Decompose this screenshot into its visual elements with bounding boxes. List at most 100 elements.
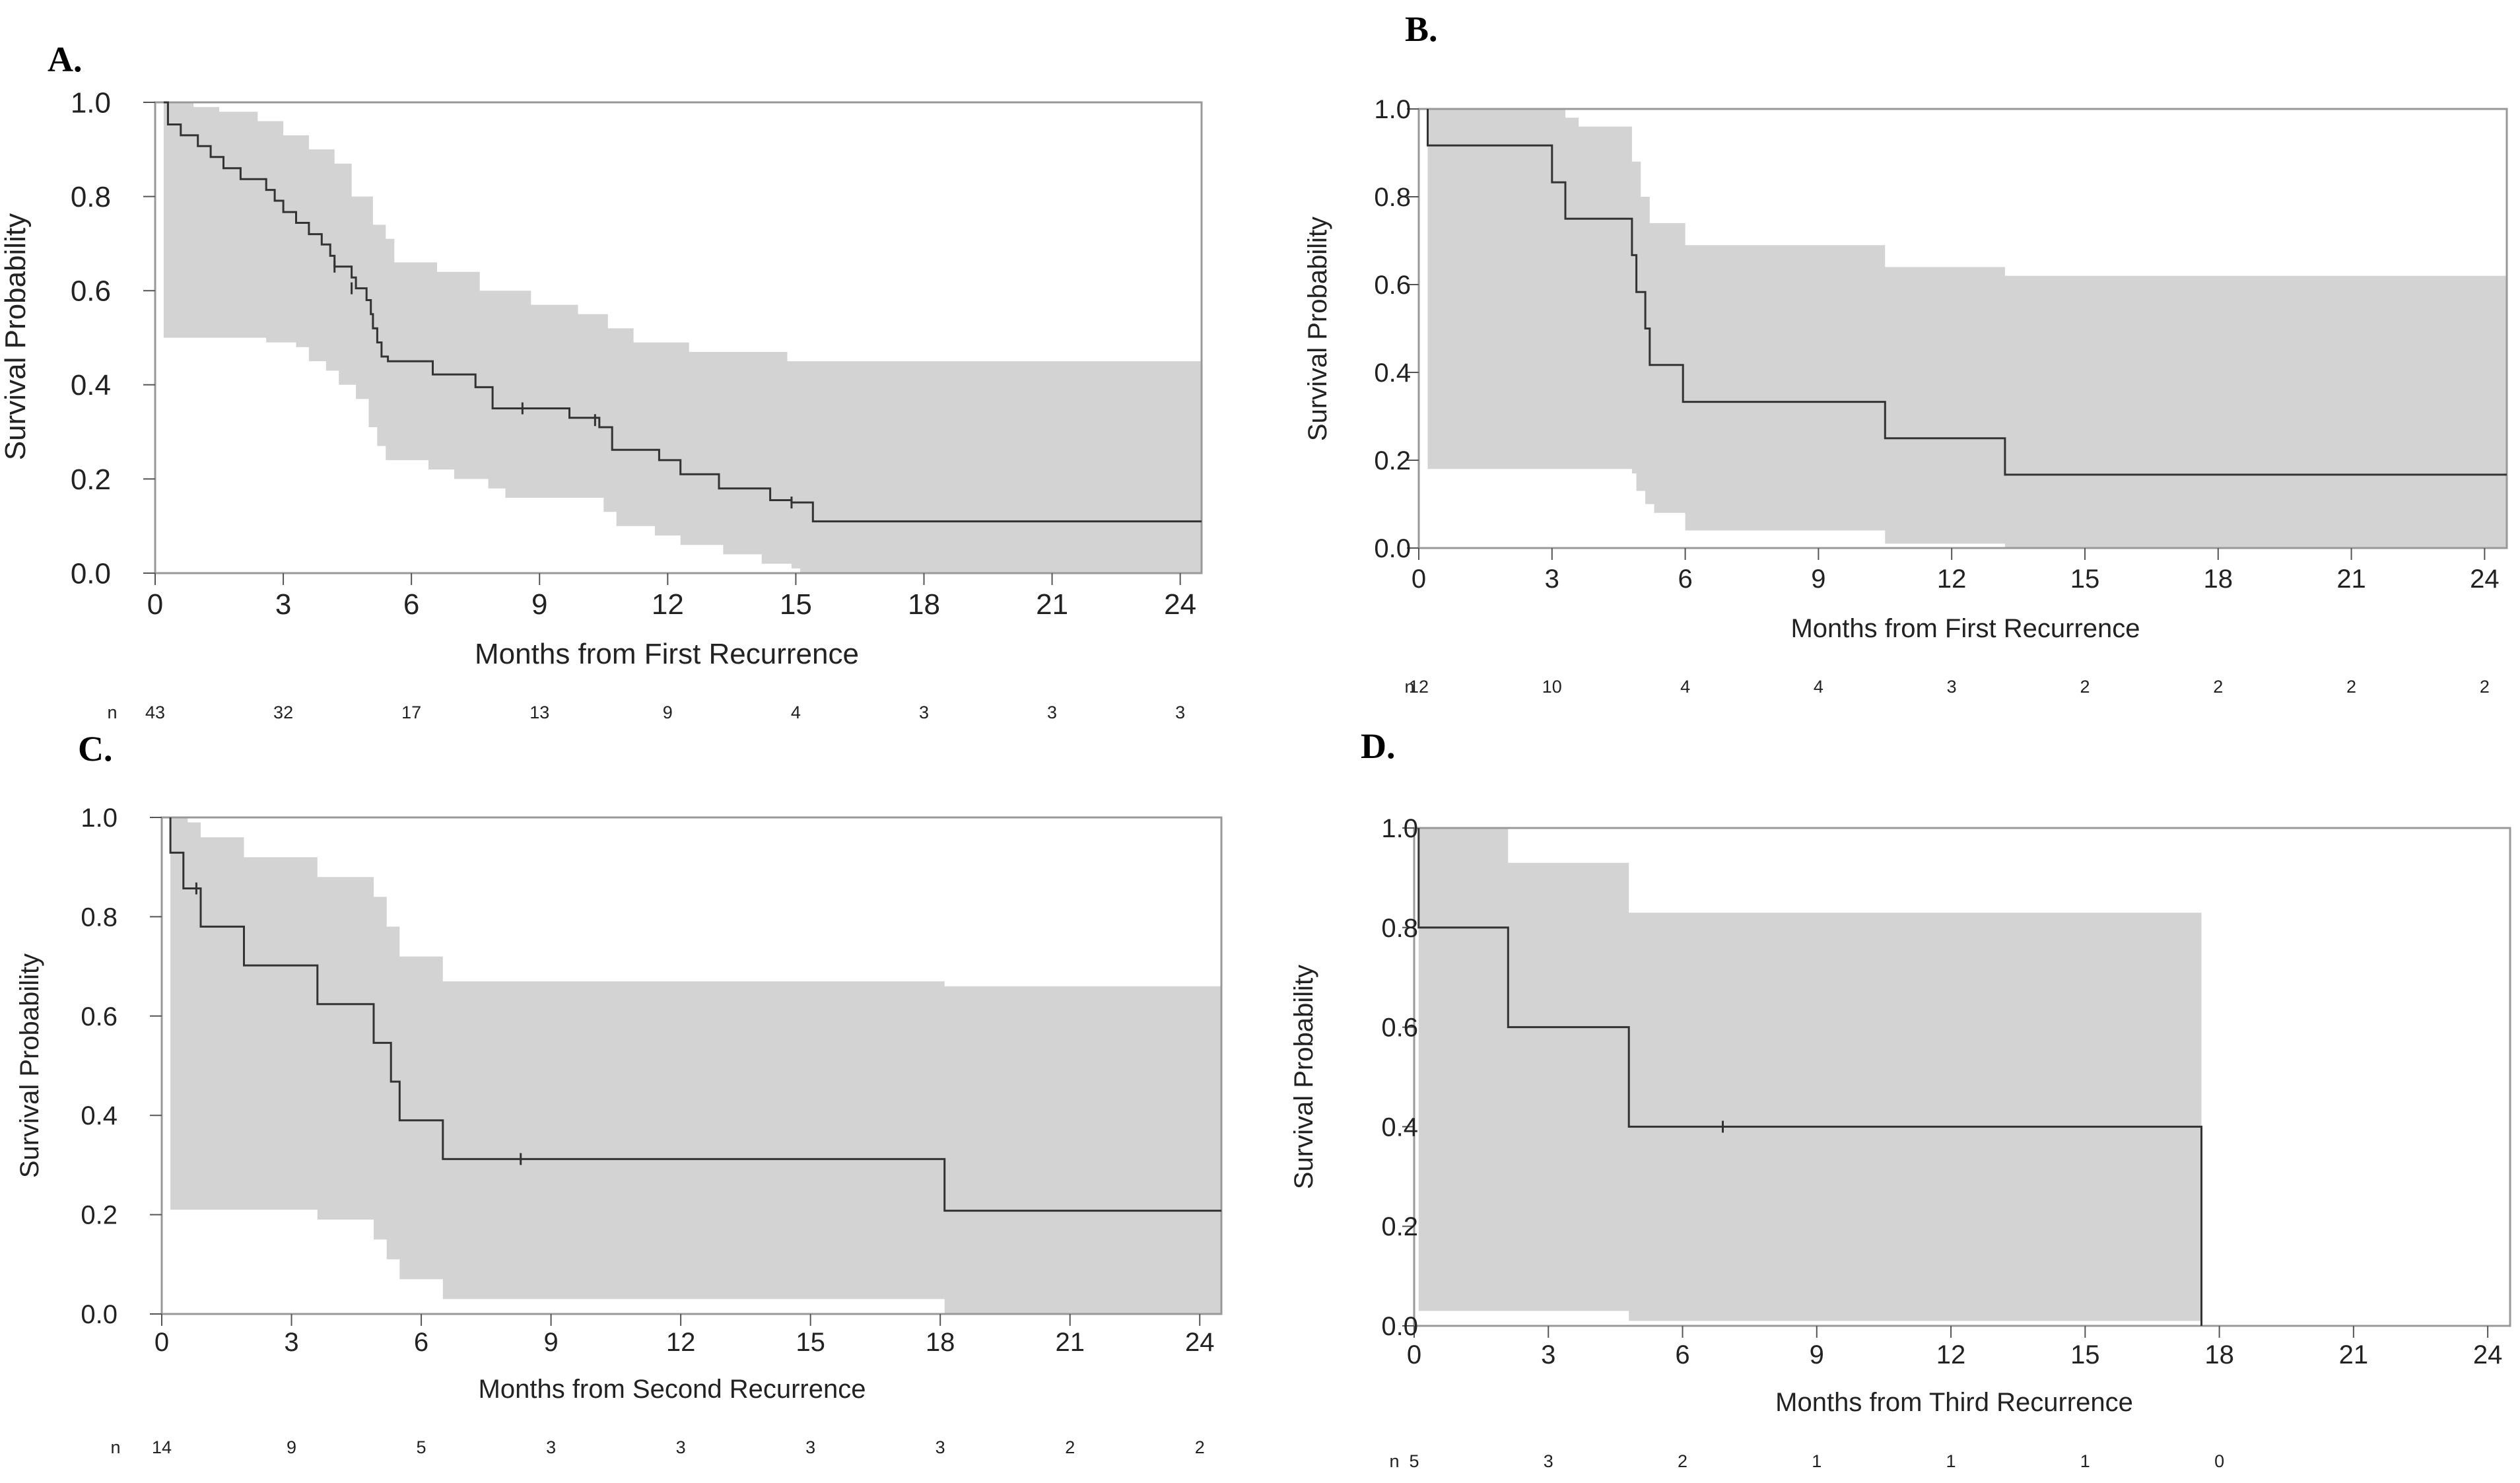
at-risk-count-9: 3: [546, 1437, 556, 1457]
at-risk-count-3: 9: [287, 1437, 296, 1457]
y-axis-title: Survival Probability: [1303, 217, 1332, 441]
x-tick-label-3: 3: [275, 588, 291, 621]
at-risk-count-21: 2: [1065, 1437, 1075, 1457]
x-tick-label-0: 0: [154, 1328, 169, 1357]
y-tick-label-0.6: 0.6: [71, 275, 111, 308]
panel-label: B.: [1405, 9, 1438, 49]
y-tick-label-0.8: 0.8: [71, 181, 111, 213]
at-risk-count-15: 4: [791, 703, 801, 722]
at-risk-count-12: 3: [676, 1437, 686, 1457]
at-risk-count-18: 3: [936, 1437, 945, 1457]
x-tick-label-24: 24: [1164, 588, 1196, 621]
survival-curve: [1417, 828, 2202, 1326]
y-tick-label-0.4: 0.4: [1374, 359, 1411, 388]
x-tick-label-6: 6: [414, 1328, 428, 1357]
survival-curve: [163, 101, 1202, 523]
y-tick-label-0.0: 0.0: [1374, 534, 1411, 563]
at-risk-count-0: 43: [145, 703, 165, 722]
y-tick-label-0.0: 0.0: [1381, 1312, 1418, 1341]
plot-frame: [154, 101, 1203, 574]
y-tick-label-0.6: 0.6: [1374, 271, 1411, 300]
at-risk-count-18: 2: [2213, 677, 2223, 697]
at-risk-count-24: 2: [1195, 1437, 1205, 1457]
x-tick-label-12: 12: [1937, 565, 1967, 594]
at-risk-count-0: 12: [1409, 677, 1429, 697]
risk-row-label: n: [107, 703, 117, 722]
x-tick-label-0: 0: [1412, 565, 1426, 594]
at-risk-count-9: 4: [1814, 677, 1823, 697]
x-tick-label-15: 15: [796, 1328, 825, 1357]
y-tick-label-0.4: 0.4: [81, 1101, 118, 1130]
x-tick-label-18: 18: [2204, 1340, 2234, 1369]
confidence-band: [1418, 828, 2202, 1326]
at-risk-count-6: 4: [1680, 677, 1690, 697]
at-risk-count-21: 3: [1047, 703, 1057, 722]
confidence-band: [163, 102, 1202, 573]
y-tick-label-0.2: 0.2: [1381, 1212, 1418, 1241]
at-risk-count-15: 1: [2080, 1451, 2090, 1471]
x-tick-label-0: 0: [147, 588, 163, 621]
at-risk-count-3: 10: [1542, 677, 1562, 697]
x-axis-title: Months from First Recurrence: [1790, 614, 2140, 643]
panel-c: C. 0 3 6 9 12 15 18 21 24 0.0 0.2 0.4 0.6 0.8 1.0 Months…: [15, 729, 1223, 1457]
at-risk-count-3: 3: [1544, 1451, 1553, 1471]
x-tick-label-6: 6: [1678, 565, 1692, 594]
panel-d: D.0 3 6 9 12 15 18 21 240.00.20.40.60.81.0Months…: [1289, 726, 2511, 1471]
at-risk-count-15: 3: [805, 1437, 815, 1457]
x-tick-label-12: 12: [652, 588, 684, 621]
panel-label: D.: [1361, 726, 1396, 766]
panel-a: A. 0 3 6 9 12 15 18 21 24 0.0 0.2 0.4 0.6 0.8 1.0 Months…: [0, 40, 1203, 722]
panel-b: B.0 3 6 9 12 15 18 21 240.00.20.40.60.81.0Months…: [1303, 9, 2508, 697]
x-tick-label-21: 21: [1036, 588, 1068, 621]
x-tick-label-18: 18: [908, 588, 940, 621]
y-tick-label-0.6: 0.6: [1381, 1014, 1418, 1043]
x-tick-label-6: 6: [403, 588, 419, 621]
y-tick-label-1.0: 1.0: [71, 86, 111, 119]
at-risk-count-24: 3: [1175, 703, 1185, 722]
x-tick-label-15: 15: [780, 588, 812, 621]
x-tick-label-3: 3: [284, 1328, 298, 1357]
panel-label: A.: [48, 40, 83, 79]
y-tick-label-0.8: 0.8: [1374, 183, 1411, 212]
y-tick-label-0.4: 0.4: [71, 369, 111, 401]
x-tick-label-15: 15: [2070, 1340, 2100, 1369]
y-tick-label-0.0: 0.0: [71, 557, 111, 590]
x-axis-title: Months from First Recurrence: [475, 638, 859, 670]
at-risk-count-12: 1: [1946, 1451, 1956, 1471]
x-tick-label-9: 9: [531, 588, 547, 621]
plot-frame: [160, 816, 1223, 1315]
x-tick-label-9: 9: [543, 1328, 558, 1357]
at-risk-count-3: 32: [273, 703, 293, 722]
x-tick-label-9: 9: [1810, 1340, 1824, 1369]
x-tick-label-9: 9: [1811, 565, 1825, 594]
x-tick-label-21: 21: [1055, 1328, 1085, 1357]
y-tick-label-0.6: 0.6: [81, 1002, 118, 1031]
at-risk-count-6: 2: [1678, 1451, 1687, 1471]
x-tick-label-15: 15: [2070, 565, 2100, 594]
confidence-band: [1427, 109, 2507, 548]
risk-row-label: n: [110, 1437, 120, 1457]
at-risk-count-18: 3: [919, 703, 929, 722]
plot-frame: [1417, 108, 2508, 549]
y-tick-label-0.2: 0.2: [71, 464, 111, 496]
confidence-band: [170, 817, 1222, 1314]
at-risk-count-9: 1: [1812, 1451, 1822, 1471]
y-axis-title: Survival Probability: [0, 213, 32, 460]
at-risk-count-6: 5: [417, 1437, 426, 1457]
x-tick-label-3: 3: [1545, 565, 1559, 594]
x-tick-label-21: 21: [2336, 565, 2366, 594]
at-risk-count-21: 2: [2346, 677, 2356, 697]
risk-row-label: n: [1389, 1451, 1399, 1471]
x-tick-label-6: 6: [1675, 1340, 1689, 1369]
x-tick-label-18: 18: [926, 1328, 955, 1357]
y-axis-title: Survival Probability: [1289, 965, 1318, 1189]
y-tick-label-1.0: 1.0: [1374, 95, 1411, 124]
x-tick-label-21: 21: [2339, 1340, 2369, 1369]
y-axis-title: Survival Probability: [15, 953, 44, 1178]
x-tick-label-24: 24: [2473, 1340, 2503, 1369]
at-risk-count-0: 5: [1409, 1451, 1419, 1471]
at-risk-count-6: 17: [401, 703, 421, 722]
y-tick-label-0.2: 0.2: [1374, 446, 1411, 475]
x-axis-title: Months from Second Recurrence: [479, 1375, 866, 1404]
